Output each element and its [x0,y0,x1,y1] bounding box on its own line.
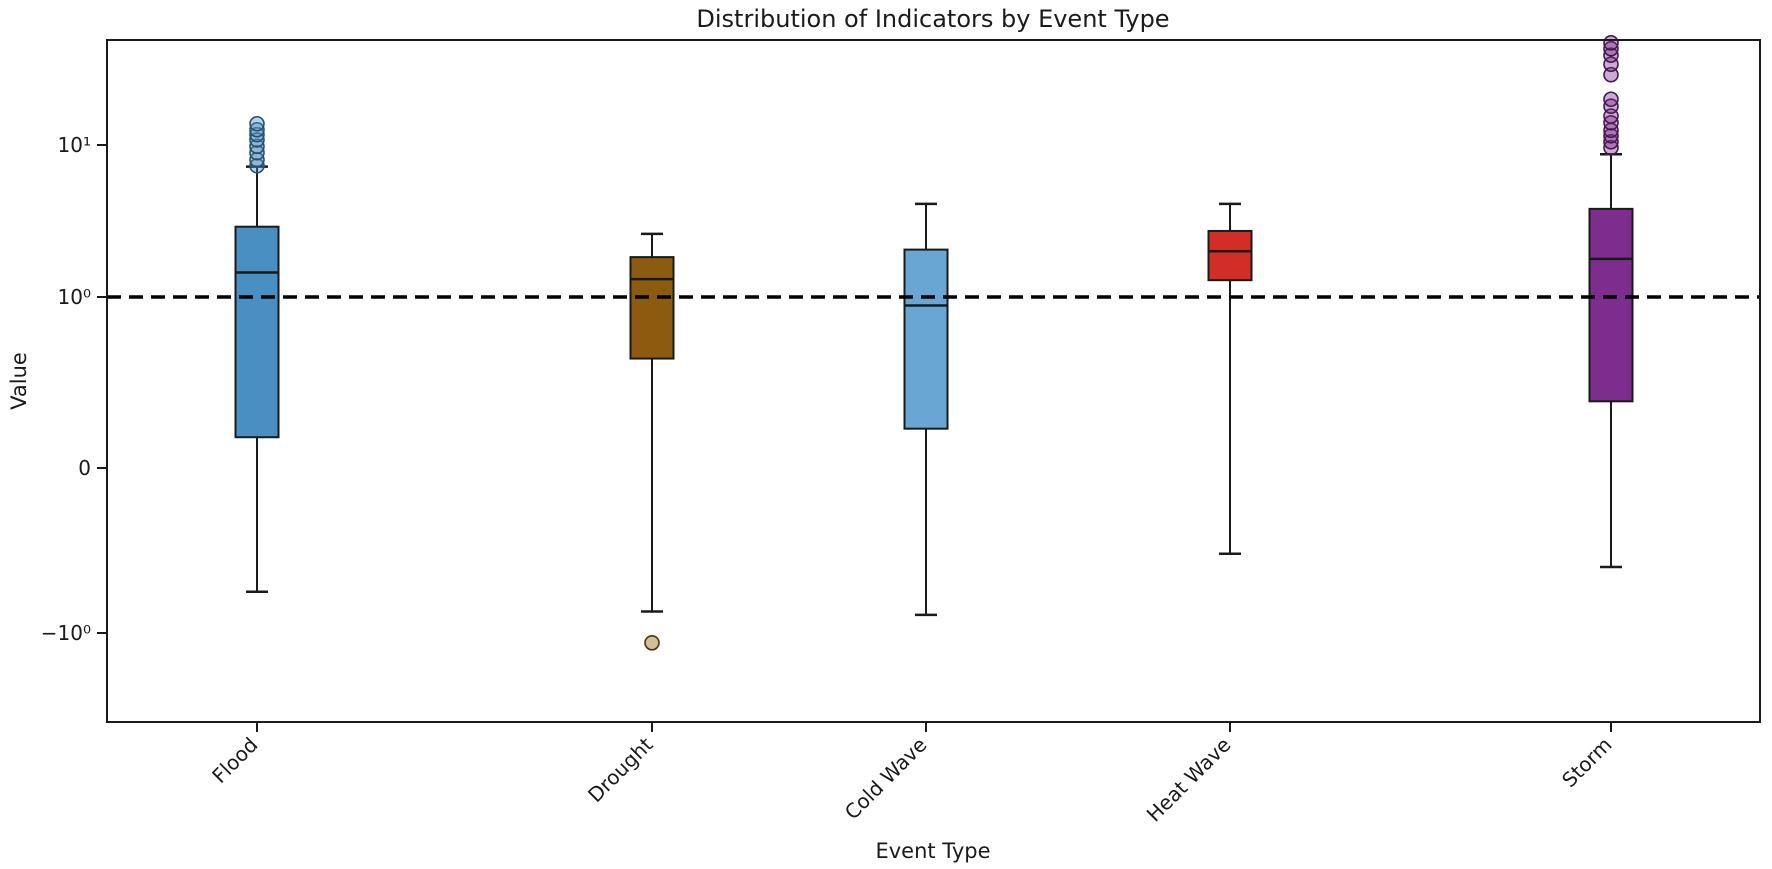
storm-box [1588,207,1634,403]
storm-outlier [1603,66,1619,83]
y-axis-ticks: 10¹ 10⁰ 0 −10⁰ [41,133,107,645]
heat-wave-box [1207,229,1253,282]
y-axis-label: Value [7,352,31,410]
x-axis-label: Event Type [875,839,990,863]
x-tick-label-storm: Storm [1557,733,1616,792]
drought-outlier [644,634,660,651]
flood-box [234,225,280,439]
y-tick-label: −10⁰ [41,621,91,645]
flood-outlier [249,126,265,143]
flood-outlier [249,157,265,174]
box-series [234,35,1634,651]
storm-outlier [1603,133,1619,150]
y-tick-label: 0 [78,456,91,480]
y-tick-label: 10¹ [58,133,91,157]
storm-outlier [1603,91,1619,108]
storm-outlier [1603,127,1619,144]
flood-outlier [249,121,265,138]
storm-outlier [1603,139,1619,156]
x-tick-label-cold-wave: Cold Wave [840,733,932,825]
storm-outlier [1603,35,1619,51]
x-tick-label-heat-wave: Heat Wave [1142,733,1236,827]
plot-border [106,39,1761,723]
chart-title: Distribution of Indicators by Event Type [696,5,1169,33]
cold-wave-box [903,248,949,430]
flood-outlier [249,115,265,132]
storm-outlier [1603,40,1619,57]
y-tick-label: 10⁰ [58,285,91,309]
x-tick-label-drought: Drought [583,732,658,807]
x-axis-ticks: Flood Drought Cold Wave Heat Wave Storm [207,722,1617,827]
x-tick-label-flood: Flood [207,733,262,788]
drought-box [629,256,675,360]
